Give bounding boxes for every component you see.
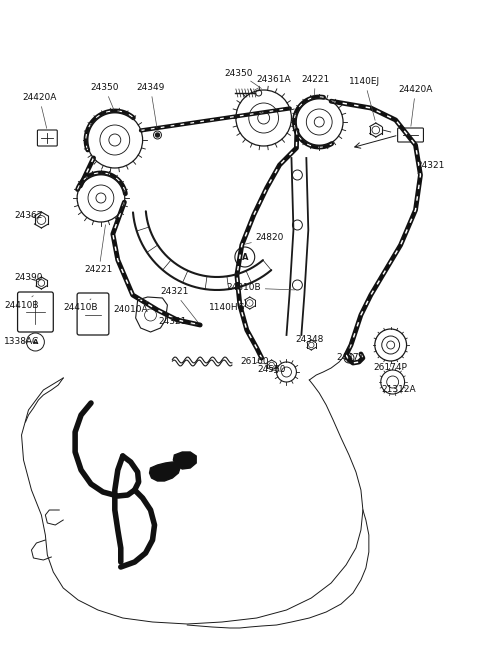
Text: 24350: 24350	[91, 83, 119, 110]
Polygon shape	[173, 452, 196, 469]
Text: 24820: 24820	[244, 234, 284, 244]
Text: 24361A: 24361A	[255, 75, 291, 90]
Text: 24810B: 24810B	[227, 283, 295, 293]
Text: 24010A: 24010A	[113, 301, 148, 314]
Text: 24349: 24349	[136, 83, 165, 129]
Text: 24321: 24321	[416, 161, 444, 173]
Text: 24362: 24362	[14, 211, 43, 220]
Text: 24560: 24560	[257, 365, 286, 375]
Polygon shape	[150, 462, 180, 481]
Text: 24420A: 24420A	[398, 85, 432, 126]
Text: 24471: 24471	[337, 354, 365, 363]
Text: A: A	[33, 339, 38, 345]
Text: 1338AC: 1338AC	[4, 337, 39, 346]
Text: 1140EJ: 1140EJ	[349, 77, 381, 120]
Text: 24348: 24348	[295, 335, 324, 344]
Circle shape	[156, 133, 159, 137]
Text: 26174P: 26174P	[374, 363, 408, 373]
Text: 24420A: 24420A	[22, 94, 57, 129]
Text: 26160: 26160	[240, 358, 269, 367]
Text: 24410B: 24410B	[4, 296, 39, 310]
Text: 1140HG: 1140HG	[209, 303, 250, 312]
Text: 24350: 24350	[225, 68, 262, 89]
Text: 21312A: 21312A	[381, 386, 416, 394]
Text: 24221: 24221	[85, 225, 113, 274]
Text: 24390: 24390	[14, 274, 43, 283]
Text: 24410B: 24410B	[64, 299, 98, 312]
Text: A: A	[241, 253, 248, 262]
Text: 24321: 24321	[160, 287, 198, 323]
Text: 24221: 24221	[301, 75, 329, 95]
Text: 24321: 24321	[158, 318, 197, 327]
Circle shape	[347, 356, 351, 360]
